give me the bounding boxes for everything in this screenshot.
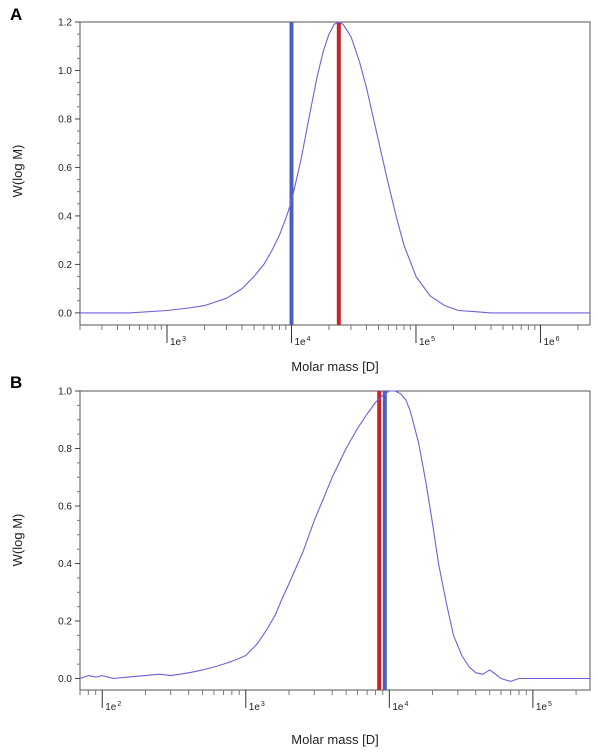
panel-b-ytick-label: 0.0	[58, 674, 72, 685]
panel-b-plot-frame	[79, 390, 591, 691]
panel-a-ytick-label: 0.2	[58, 260, 72, 271]
panel-b-xtick-label: 1e4	[392, 701, 408, 713]
panel-a-ytick-label: 0.6	[58, 163, 72, 174]
panel-a-xtick-label: 1e5	[419, 336, 435, 348]
panel-a-xtick-label: 1e4	[294, 336, 310, 348]
panel-b-ylabel: W(log M)	[10, 514, 25, 567]
panel-b-ytick-label: 0.4	[58, 559, 72, 570]
panel-a-letter: A	[10, 5, 22, 24]
panel-a-y-ticks: 0.0 0.2 0.4 0.6 0.8 1.0 1.2	[58, 18, 80, 319]
panel-b-x-ticks: 1e2 1e3 1e4 1e5	[79, 690, 577, 713]
panel-a-ytick-label: 1.0	[58, 66, 72, 77]
panel-b-series	[79, 390, 590, 682]
panel-b-series-line	[79, 390, 590, 682]
panel-a-xtick-label: 1e6	[543, 336, 559, 348]
panel-a-series	[80, 21, 590, 314]
panel-b-ytick-label: 0.6	[58, 502, 72, 513]
panel-b-ytick-label: 0.8	[58, 444, 72, 455]
panel-b-letter: B	[10, 373, 22, 392]
panel-b: B Molar mass [D] W(log M) 0.00.20.40.60.…	[10, 373, 591, 747]
panel-a-ytick-label: 0.4	[58, 211, 72, 222]
panel-a-markers	[289, 22, 341, 325]
panel-a: A Molar mass [D] W(log M) 0.00.20.40.60.…	[10, 5, 591, 374]
panel-b-y-ticks: 0.0 0.2 0.4 0.6 0.8 1.0	[58, 387, 80, 685]
panel-a-ytick-label: 0.0	[58, 308, 72, 319]
panel-a-plot-frame	[79, 21, 591, 326]
panel-a-ytick-label: 1.2	[58, 18, 72, 29]
panel-a-xtick-label: 1e3	[170, 336, 186, 348]
panel-b-xtick-label: 1e2	[105, 701, 121, 713]
panel-a-x-ticks: 1e3 1e4 1e5 1e6	[79, 325, 579, 348]
panel-a-ytick-label: 0.8	[58, 114, 72, 125]
panel-a-xlabel: Molar mass [D]	[291, 359, 378, 374]
panel-b-xtick-label: 1e3	[249, 701, 265, 713]
panel-b-markers	[377, 391, 387, 690]
panel-a-series-line	[80, 21, 590, 314]
panel-b-xtick-label: 1e5	[536, 701, 552, 713]
panel-b-ytick-label: 1.0	[58, 387, 72, 398]
panel-a-ylabel: W(log M)	[10, 145, 25, 198]
panel-b-ytick-label: 0.2	[58, 617, 72, 628]
panel-b-xlabel: Molar mass [D]	[291, 732, 378, 747]
